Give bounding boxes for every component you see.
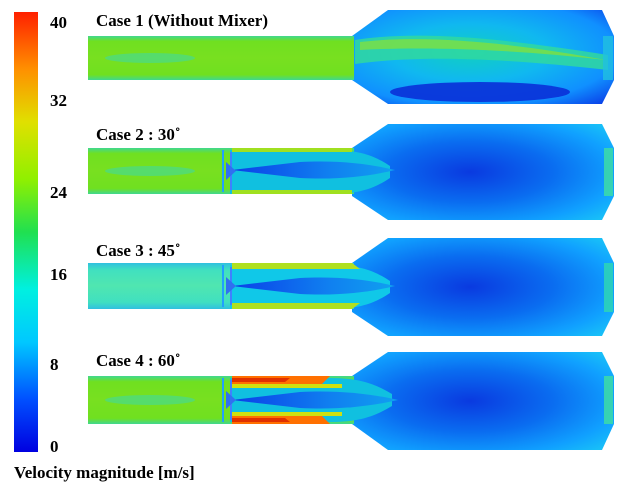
case-1-low-velocity-zone — [390, 82, 570, 102]
colorbar-tick-40: 40 — [50, 13, 67, 32]
case-3-outlet-edge — [604, 263, 613, 312]
case-4-wake-core — [232, 391, 398, 409]
case-4-shear-bottom — [232, 412, 342, 416]
case-4-panel: Case 4 : 60˚ — [88, 351, 614, 450]
case-1-panel: Case 1 (Without Mixer) — [88, 10, 614, 104]
case-3-label: Case 3 : 45˚ — [96, 241, 181, 260]
case-3-mixer-edge-top — [232, 263, 360, 269]
case-3-panel: Case 3 : 45˚ — [88, 238, 614, 336]
case-2-panel: Case 2 : 30˚ — [88, 124, 614, 220]
case-2-inlet-core — [105, 166, 195, 176]
case-2-label: Case 2 : 30˚ — [96, 125, 181, 144]
case-4-high-velocity-top-inner — [232, 378, 290, 382]
case-4-shear-top — [232, 384, 342, 388]
case-3-mixer-edge-bottom — [232, 303, 360, 309]
case-2-chamber — [352, 124, 614, 220]
case-2-mixer-edge-bottom — [232, 190, 352, 194]
colorbar: 40 32 24 16 8 0 Velocity magnitude [m/s] — [14, 12, 195, 482]
case-2-wake-core — [232, 161, 395, 179]
case-2-outlet-edge — [604, 148, 613, 196]
case-2-mixer-edge-top — [232, 148, 352, 152]
colorbar-tick-16: 16 — [50, 265, 67, 284]
case-4-chamber — [352, 352, 614, 450]
case-2-mixer-icon — [222, 150, 236, 192]
case-4-label: Case 4 : 60˚ — [96, 351, 181, 370]
case-1-inlet-core — [105, 53, 195, 63]
case-1-outlet-edge — [603, 36, 613, 80]
case-4-inlet-core — [105, 395, 195, 405]
case-3-chamber — [352, 238, 614, 336]
case-1-label: Case 1 (Without Mixer) — [96, 11, 268, 30]
case-3-wake-core — [232, 277, 395, 295]
case-4-mixer-icon — [222, 378, 236, 422]
colorbar-tick-24: 24 — [50, 183, 68, 202]
colorbar-gradient — [14, 12, 38, 452]
case-4-high-velocity-bottom-inner — [232, 418, 290, 422]
colorbar-tick-32: 32 — [50, 91, 67, 110]
colorbar-title: Velocity magnitude [m/s] — [14, 463, 195, 482]
case-4-outlet-edge — [604, 376, 613, 424]
colorbar-tick-0: 0 — [50, 437, 59, 456]
case-3-mixer-icon — [222, 265, 236, 307]
case-1-jet-edge — [360, 39, 606, 60]
colorbar-tick-8: 8 — [50, 355, 59, 374]
